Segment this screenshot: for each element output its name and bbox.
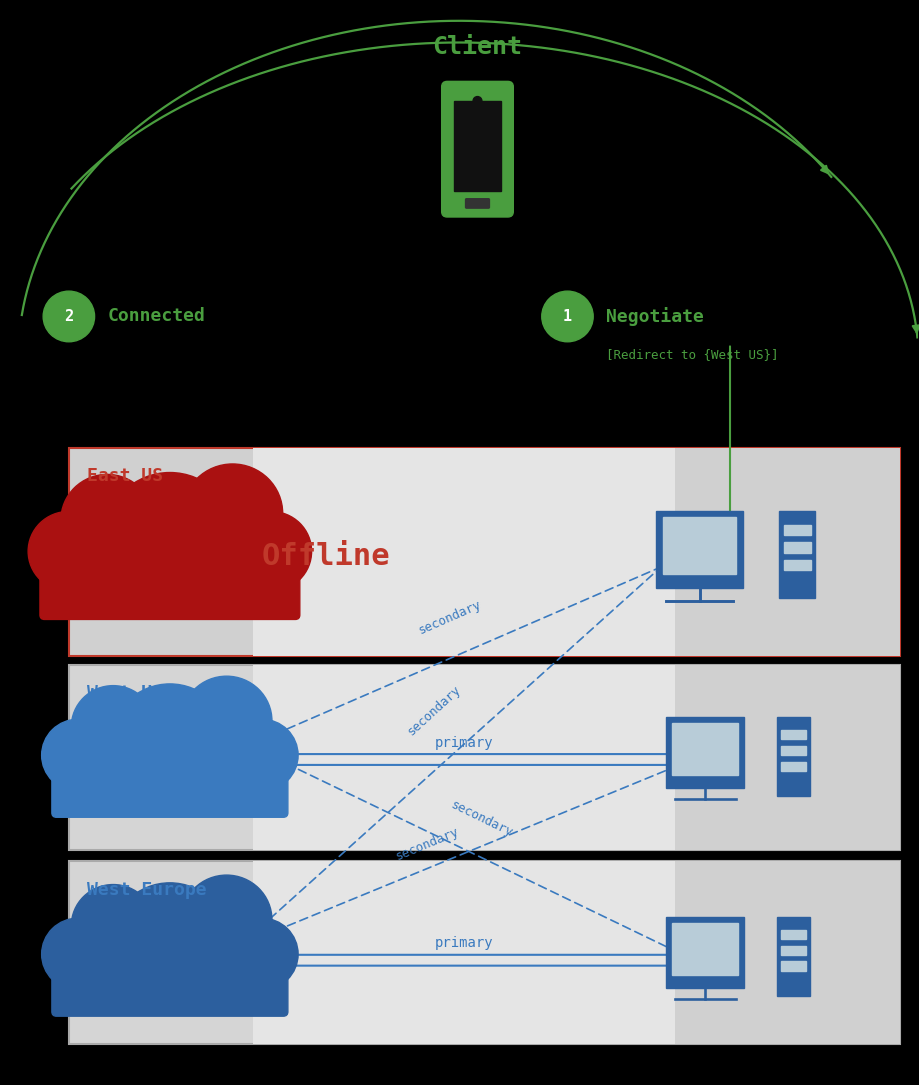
FancyBboxPatch shape [675, 664, 900, 850]
FancyBboxPatch shape [51, 957, 288, 1017]
FancyBboxPatch shape [69, 860, 900, 1044]
Circle shape [473, 97, 482, 105]
Circle shape [105, 472, 235, 601]
FancyBboxPatch shape [51, 758, 288, 817]
Text: 1: 1 [563, 309, 572, 324]
FancyBboxPatch shape [69, 447, 900, 655]
Text: Connected: Connected [108, 307, 205, 325]
Circle shape [43, 291, 95, 342]
Circle shape [542, 291, 593, 342]
Text: East US: East US [87, 468, 164, 485]
Circle shape [182, 464, 283, 563]
Text: 2: 2 [64, 309, 74, 324]
FancyBboxPatch shape [454, 101, 501, 191]
FancyBboxPatch shape [442, 81, 514, 217]
Text: primary: primary [435, 936, 493, 950]
Text: Negotiate: Negotiate [606, 307, 704, 325]
Text: West US: West US [87, 685, 164, 702]
FancyBboxPatch shape [781, 946, 806, 955]
FancyBboxPatch shape [675, 860, 900, 1044]
FancyBboxPatch shape [69, 664, 900, 850]
FancyBboxPatch shape [781, 730, 806, 739]
FancyBboxPatch shape [781, 930, 806, 940]
Circle shape [72, 686, 155, 768]
Circle shape [181, 676, 272, 766]
FancyBboxPatch shape [672, 923, 738, 974]
FancyBboxPatch shape [781, 961, 806, 971]
FancyBboxPatch shape [784, 524, 811, 535]
FancyBboxPatch shape [784, 560, 811, 570]
Circle shape [225, 918, 298, 991]
FancyBboxPatch shape [781, 745, 806, 755]
Text: primary: primary [435, 736, 493, 750]
FancyBboxPatch shape [784, 542, 811, 552]
FancyBboxPatch shape [40, 556, 300, 620]
Circle shape [61, 474, 153, 565]
Circle shape [28, 511, 109, 591]
Circle shape [225, 719, 298, 791]
FancyBboxPatch shape [253, 860, 675, 1044]
Text: Client: Client [433, 35, 523, 59]
Text: secondary: secondary [416, 598, 483, 638]
Text: West Europe: West Europe [87, 881, 207, 898]
FancyBboxPatch shape [656, 511, 743, 588]
FancyBboxPatch shape [778, 511, 815, 598]
Circle shape [110, 684, 229, 801]
FancyBboxPatch shape [672, 724, 738, 775]
Text: Offline: Offline [262, 541, 391, 571]
FancyBboxPatch shape [253, 447, 675, 655]
Circle shape [41, 719, 115, 791]
Circle shape [231, 511, 312, 591]
Circle shape [72, 884, 155, 967]
FancyBboxPatch shape [777, 717, 810, 796]
Text: secondary: secondary [404, 684, 463, 738]
Circle shape [110, 883, 229, 999]
FancyBboxPatch shape [466, 199, 490, 208]
Text: [Redirect to {West US}]: [Redirect to {West US}] [606, 348, 778, 361]
FancyBboxPatch shape [675, 447, 900, 655]
FancyBboxPatch shape [666, 717, 744, 788]
FancyBboxPatch shape [666, 917, 744, 987]
Text: secondary: secondary [448, 799, 516, 840]
FancyBboxPatch shape [777, 917, 810, 996]
Text: secondary: secondary [393, 825, 460, 863]
FancyBboxPatch shape [253, 664, 675, 850]
Circle shape [41, 918, 115, 991]
Circle shape [181, 876, 272, 965]
FancyBboxPatch shape [664, 518, 736, 574]
FancyBboxPatch shape [781, 762, 806, 771]
